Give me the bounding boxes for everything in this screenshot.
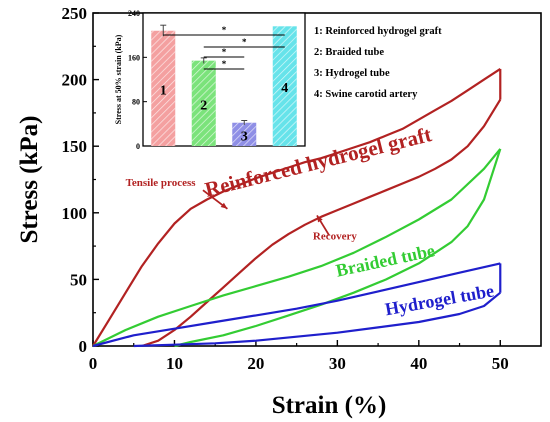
y-tick-label: 150: [62, 137, 88, 156]
inset-bar-hatch: [191, 60, 216, 146]
y-tick-label: 200: [62, 71, 88, 90]
annotation-label: Tensile process: [126, 177, 197, 189]
inset-legend-entry: 4: Swine carotid artery: [314, 89, 418, 100]
inset-bar-label: 3: [241, 129, 248, 144]
series-line-loading-1: [92, 148, 502, 347]
y-tick-label: 50: [70, 270, 87, 289]
series-line-unloading-1: [174, 148, 502, 348]
inset-bar-label: 2: [200, 98, 207, 113]
significance-star: *: [222, 25, 227, 35]
y-axis-title: Stress (kPa): [16, 115, 43, 243]
x-tick-label: 0: [89, 354, 98, 373]
x-tick-label: 40: [410, 354, 427, 373]
inset-legend-entry: 3: Hydrogel tube: [314, 68, 390, 79]
y-tick-label: 250: [62, 4, 88, 23]
inset-legend: 1: Reinforced hydrogel graft 2: Braided t…: [314, 26, 442, 100]
significance-star: *: [242, 37, 247, 47]
inset-y-tick-label: 160: [128, 53, 140, 62]
significance-star: *: [222, 47, 227, 57]
x-tick-label: 10: [166, 354, 183, 373]
inset-bar-chart: 0 80 160 240 Stress at 50% strain (kPa) 1 2 3 4 *…: [114, 9, 306, 151]
series-line-loading-2: [92, 262, 501, 348]
x-tick-label: 50: [492, 354, 509, 373]
series-line-loading-0: [92, 67, 501, 347]
inset-bar-label: 4: [281, 81, 288, 96]
inset-bar-hatch: [151, 30, 176, 146]
y-tick-label: 100: [62, 204, 88, 223]
recovery-arrow-head: [317, 215, 323, 223]
inset-y-axis-title: Stress at 50% strain (kPa): [114, 34, 123, 124]
inset-bar-hatch: [272, 26, 297, 146]
inset-legend-entry: 2: Braided tube: [314, 47, 384, 58]
significance-star: *: [222, 59, 227, 69]
annotation-label: Recovery: [313, 230, 357, 242]
series-line-unloading-0: [141, 99, 502, 348]
x-tick-label: 20: [247, 354, 264, 373]
inset-bar-label: 1: [160, 83, 167, 98]
inset-y-tick-label: 0: [136, 142, 140, 151]
y-tick-label: 0: [79, 337, 88, 356]
inset-y-tick-label: 240: [128, 9, 140, 18]
tensile-process-arrow-head: [220, 202, 228, 209]
inset-bar-hatch: [232, 122, 257, 146]
series-line-unloading-2: [133, 291, 501, 348]
x-tick-label: 30: [329, 354, 346, 373]
annotation-label: Braided tube: [334, 240, 436, 280]
inset-legend-entry: 1: Reinforced hydrogel graft: [314, 26, 442, 37]
x-axis-title: Strain (%): [272, 392, 387, 419]
inset-y-tick-label: 80: [132, 98, 140, 107]
